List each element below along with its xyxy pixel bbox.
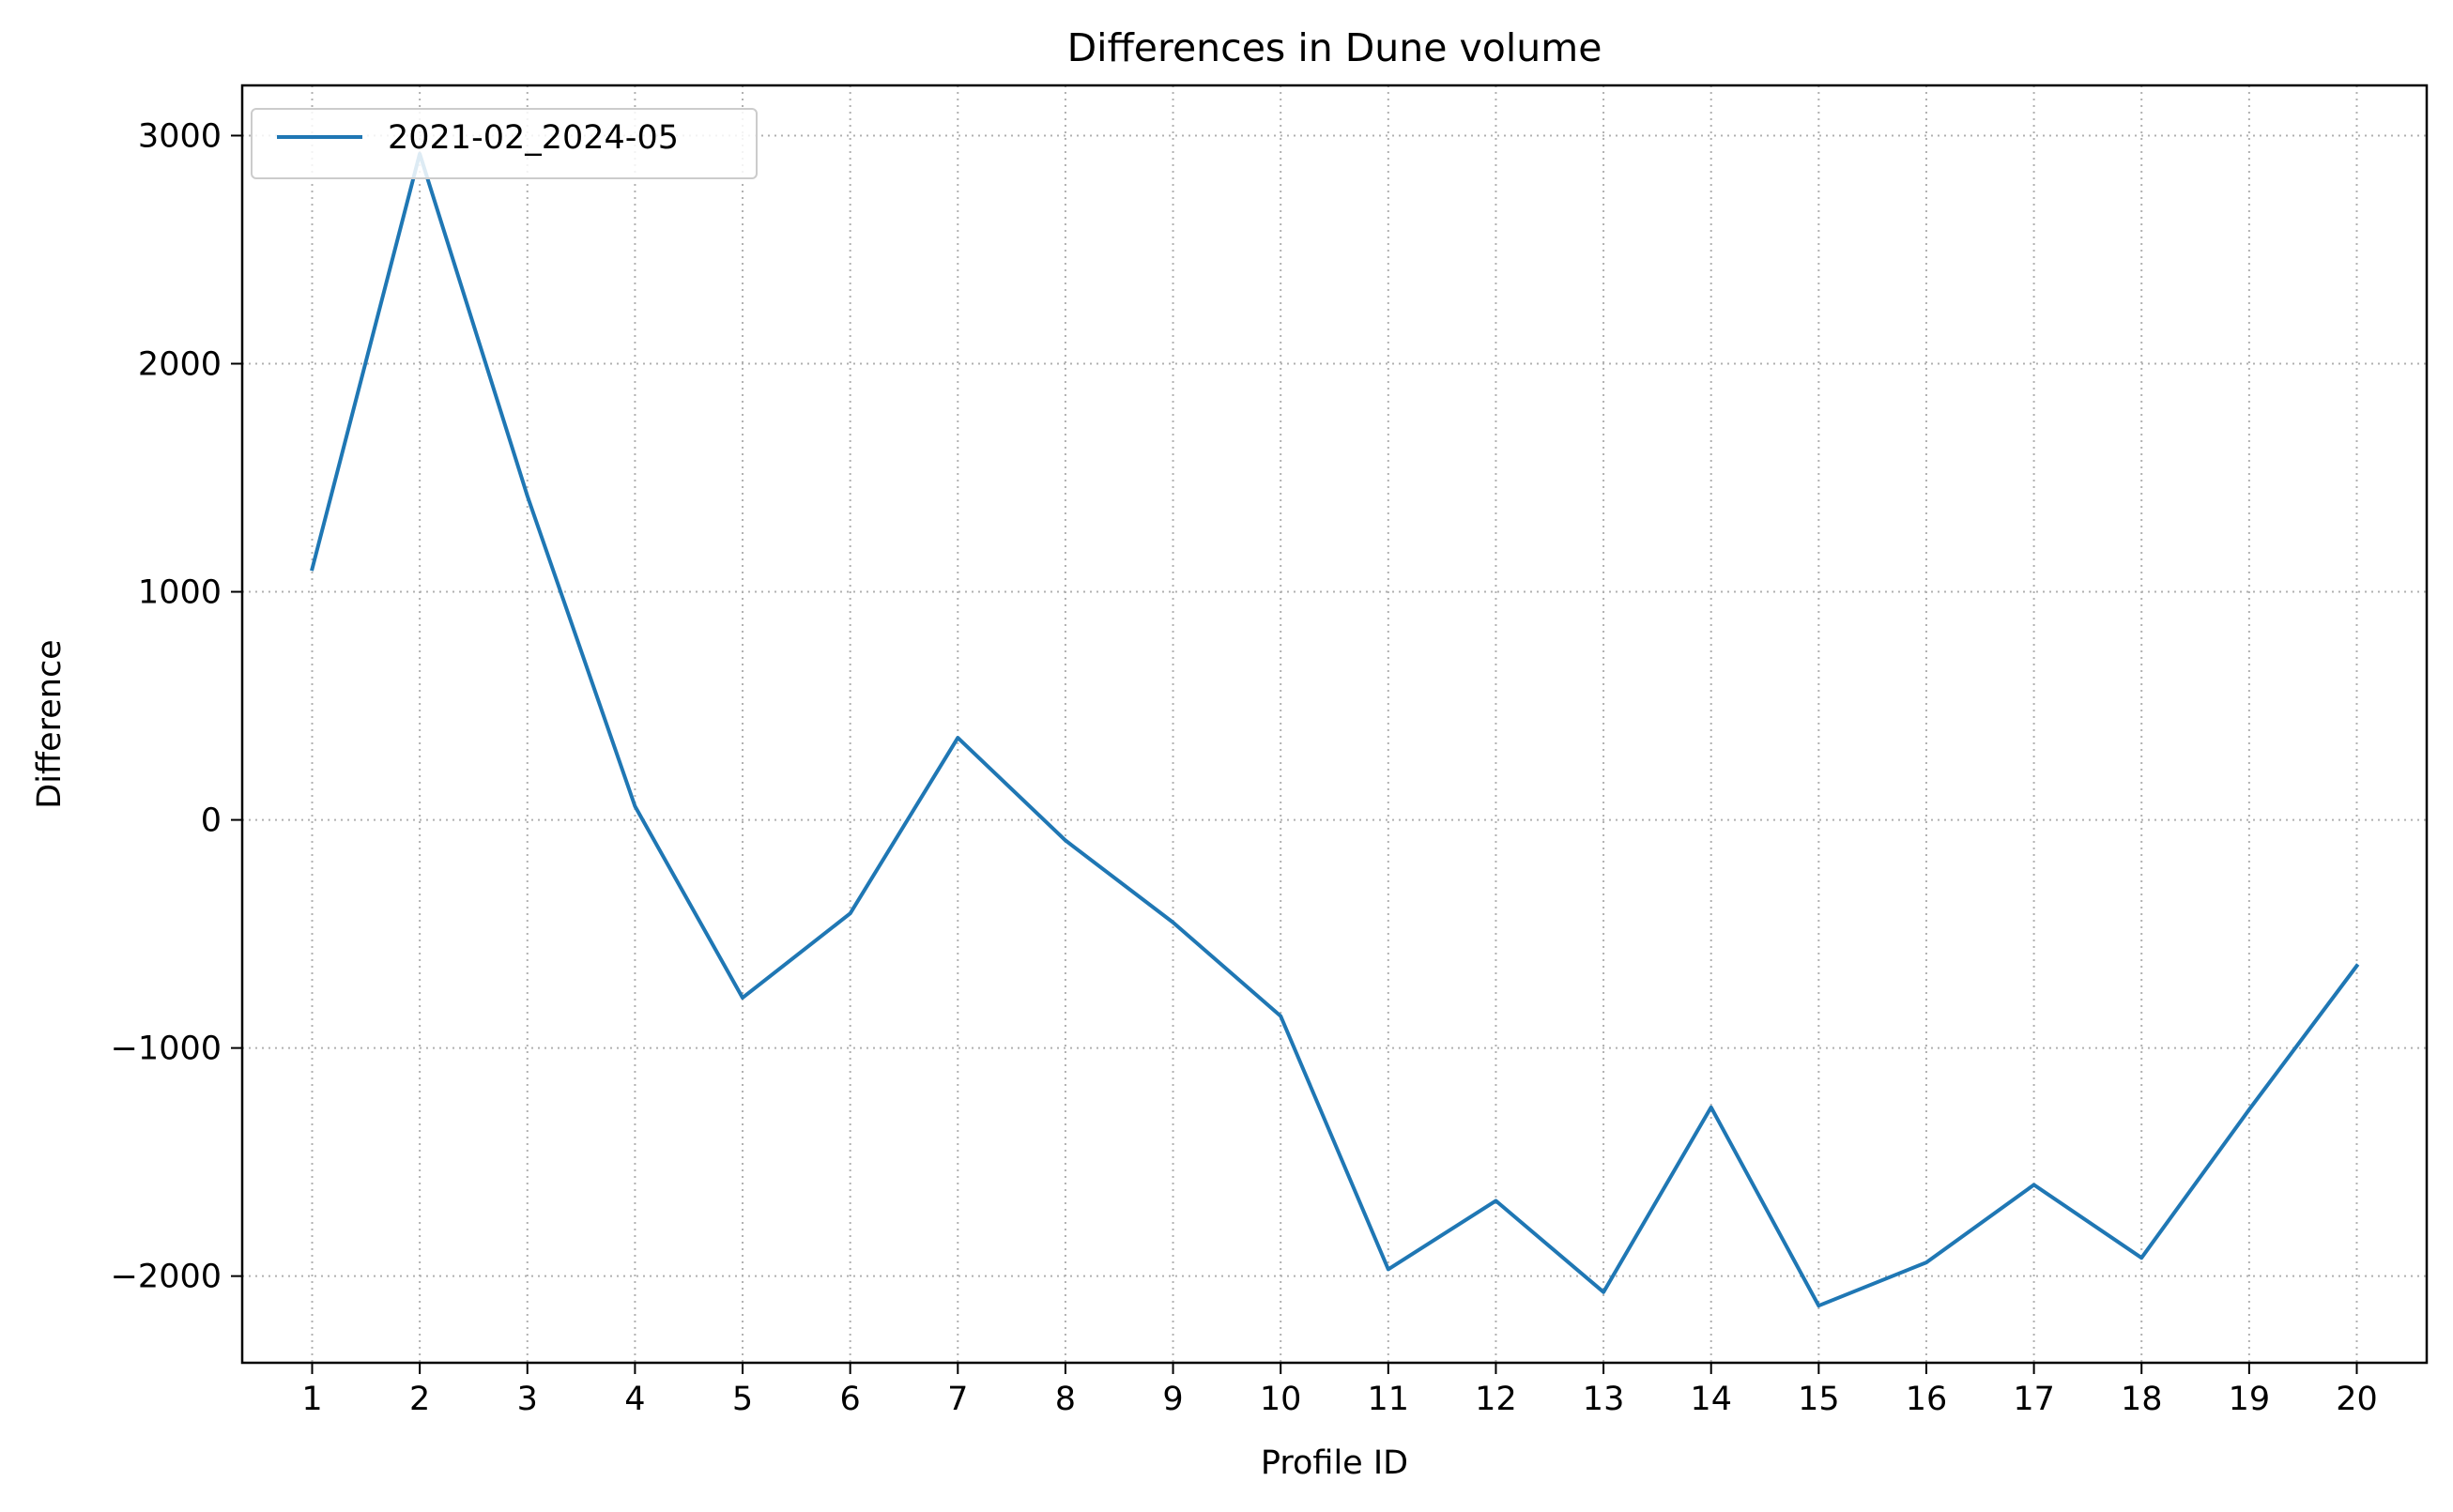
- series-layer: [310, 151, 2360, 1308]
- x-tick-label: 18: [2121, 1381, 2163, 1418]
- x-tick-label: 9: [1162, 1381, 1183, 1418]
- y-tick-label: −2000: [111, 1259, 222, 1296]
- x-tick-label: 4: [624, 1381, 645, 1418]
- legend: 2021-02_2024-05: [251, 108, 758, 179]
- y-tick-label: 2000: [138, 346, 222, 384]
- x-tick-label: 16: [1906, 1381, 1948, 1418]
- x-axis-label: Profile ID: [1261, 1444, 1408, 1482]
- x-tick-label: 13: [1583, 1381, 1625, 1418]
- y-axis-ticks: −2000 −1000 0 1000 2000 3000: [111, 117, 242, 1296]
- x-axis-ticks: 1 2 3 4 5 6 7 8 9 10 11 12 13 14 15 16 17 18 19 20: [301, 1363, 2378, 1418]
- x-tick-label: 17: [2013, 1381, 2055, 1418]
- y-axis-label: Difference: [31, 639, 69, 808]
- y-tick-label: 0: [201, 802, 222, 840]
- legend-box: [251, 108, 758, 179]
- y-tick-label: −1000: [111, 1031, 222, 1068]
- x-tick-label: 2: [409, 1381, 430, 1418]
- chart-title: Differences in Dune volume: [1067, 25, 1602, 70]
- x-tick-label: 19: [2229, 1381, 2271, 1418]
- grid-lines: [242, 85, 2427, 1363]
- x-tick-label: 11: [1368, 1381, 1410, 1418]
- x-tick-label: 10: [1260, 1381, 1302, 1418]
- x-tick-label: 14: [1690, 1381, 1732, 1418]
- legend-label: 2021-02_2024-05: [388, 119, 679, 157]
- x-tick-label: 1: [301, 1381, 322, 1418]
- x-tick-label: 6: [840, 1381, 861, 1418]
- x-tick-label: 12: [1475, 1381, 1517, 1418]
- y-tick-label: 1000: [138, 574, 222, 612]
- x-tick-label: 3: [517, 1381, 538, 1418]
- x-tick-label: 5: [732, 1381, 753, 1418]
- plot-area-frame: [240, 84, 2429, 1365]
- x-tick-label: 15: [1798, 1381, 1840, 1418]
- x-tick-label: 20: [2336, 1381, 2378, 1418]
- x-tick-label: 8: [1055, 1381, 1076, 1418]
- y-tick-label: 3000: [138, 117, 222, 155]
- x-tick-label: 7: [947, 1381, 968, 1418]
- series-line-0: [310, 151, 2360, 1308]
